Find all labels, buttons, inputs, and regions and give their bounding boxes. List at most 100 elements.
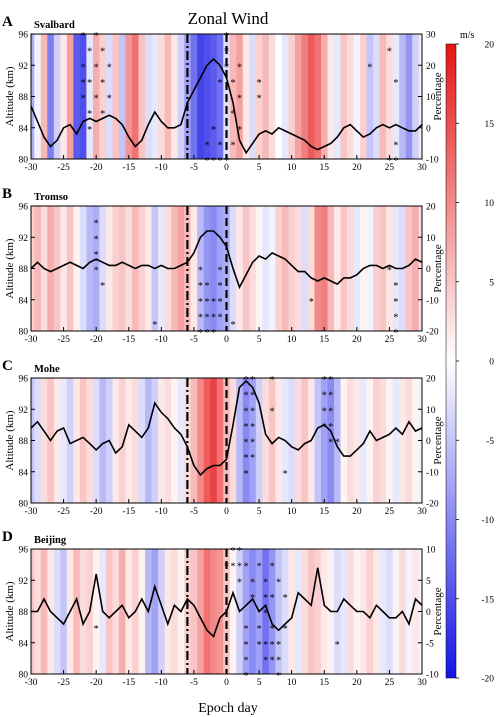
significance-marker: *: [94, 234, 99, 245]
y2-tick-label: 10: [426, 234, 436, 244]
significance-marker: *: [204, 312, 209, 323]
x-tick-label: 20: [352, 507, 362, 517]
heat-cell: [125, 206, 133, 331]
significance-marker: *: [244, 469, 249, 480]
significance-marker: *: [328, 375, 333, 386]
y-tick-label: 96: [19, 203, 29, 213]
x-tick-label: 30: [417, 678, 427, 688]
x-tick-label: -5: [190, 335, 198, 345]
heat-cell: [314, 206, 322, 331]
heat-cell: [405, 206, 413, 331]
heat-cell: [366, 34, 374, 159]
significance-marker: *: [244, 671, 249, 682]
significance-marker: *: [263, 609, 268, 620]
y2-tick-label: -20: [426, 500, 439, 510]
heat-cell: [118, 206, 127, 331]
heat-cell: [203, 549, 211, 674]
x-tick-label: 0: [224, 507, 229, 517]
percentage-curve: [31, 379, 422, 477]
y-tick-label: 80: [19, 156, 29, 166]
heat-cell: [216, 34, 224, 159]
heat-cell: [164, 378, 172, 503]
significance-marker: *: [263, 577, 268, 588]
x-tick-label: 15: [320, 507, 330, 517]
significance-marker: *: [224, 562, 229, 573]
x-tick-label: 20: [352, 678, 362, 688]
significance-marker: *: [237, 546, 242, 557]
significance-marker: *: [387, 47, 392, 58]
significance-marker: *: [270, 640, 275, 651]
heat-cell: [73, 206, 81, 331]
heat-cell: [47, 206, 55, 331]
heat-cell: [92, 549, 101, 674]
heat-cell: [405, 549, 413, 674]
heat-cell: [99, 378, 107, 503]
y2-tick-label: 0: [426, 608, 431, 618]
heat-cell: [327, 206, 335, 331]
significance-marker: *: [198, 312, 203, 323]
significance-marker: *: [244, 624, 249, 635]
significance-marker: *: [224, 31, 229, 42]
significance-marker: *: [211, 312, 216, 323]
heat-cell: [190, 378, 198, 503]
significance-marker: *: [244, 655, 249, 666]
x-tick-label: 30: [417, 163, 427, 173]
heat-cell: [275, 34, 283, 159]
x-tick-label: 15: [320, 335, 330, 345]
x-tick-label: -20: [90, 335, 103, 345]
heat-cell: [216, 378, 224, 503]
heat-cell: [92, 206, 101, 331]
heat-cell: [229, 378, 237, 503]
heat-cell: [105, 549, 114, 674]
significance-marker: *: [198, 266, 203, 277]
y-tick-label: 84: [19, 639, 29, 649]
figure-title: Zonal Wind: [188, 9, 269, 28]
heat-cell: [164, 549, 172, 674]
significance-marker: *: [224, 47, 229, 58]
heat-cell: [301, 206, 309, 331]
heat-cell: [360, 34, 368, 159]
heat-cell: [320, 549, 329, 674]
x-tick-label: 25: [385, 678, 395, 688]
significance-marker: *: [393, 78, 398, 89]
colorbar-tick-label: 5: [489, 278, 494, 288]
colorbar-unit: m/s: [460, 30, 475, 41]
significance-marker: *: [328, 422, 333, 433]
significance-marker: *: [204, 140, 209, 151]
heat-cell: [288, 378, 296, 503]
significance-marker: *: [335, 640, 340, 651]
significance-marker: *: [244, 640, 249, 651]
heat-cell: [236, 206, 244, 331]
colorbar-tick-label: 10: [485, 199, 495, 209]
percentage-curve: [31, 57, 422, 155]
heat-cell: [145, 206, 153, 331]
heat-cell: [184, 34, 192, 159]
y2-tick-label: 0: [426, 124, 431, 134]
significance-marker: *: [270, 624, 275, 635]
heat-cell: [132, 34, 140, 159]
panel-B: ******* ** * ** * * ** * * ** * ********-30 -25 -20 -1…: [2, 186, 444, 345]
heat-cell: [373, 34, 381, 159]
heat-cell: [242, 378, 250, 503]
x-tick-label: -30: [25, 507, 38, 517]
heat-cell: [145, 34, 153, 159]
y-tick-label: 88: [19, 265, 29, 275]
significance-marker: *: [270, 406, 275, 417]
x-tick-label: 0: [224, 335, 229, 345]
panels: * ** ** * ** * ** * ** ** **** ** ***** * ** * * ********…: [2, 14, 444, 688]
significance-marker: *: [81, 78, 86, 89]
significance-marker: *: [94, 62, 99, 73]
y-tick-label: 92: [19, 62, 29, 72]
heat-cell: [118, 378, 127, 503]
panel-letter: B: [2, 186, 12, 202]
heat-cell: [177, 206, 185, 331]
significance-marker: *: [387, 266, 392, 277]
y-tick-label: 84: [19, 468, 29, 478]
heat-cell: [405, 378, 413, 503]
heat-cell: [281, 549, 290, 674]
heat-cell: [216, 549, 224, 674]
heat-cell: [249, 34, 257, 159]
significance-marker: *: [393, 156, 398, 167]
heat-cell: [386, 549, 394, 674]
significance-marker: *: [367, 62, 372, 73]
